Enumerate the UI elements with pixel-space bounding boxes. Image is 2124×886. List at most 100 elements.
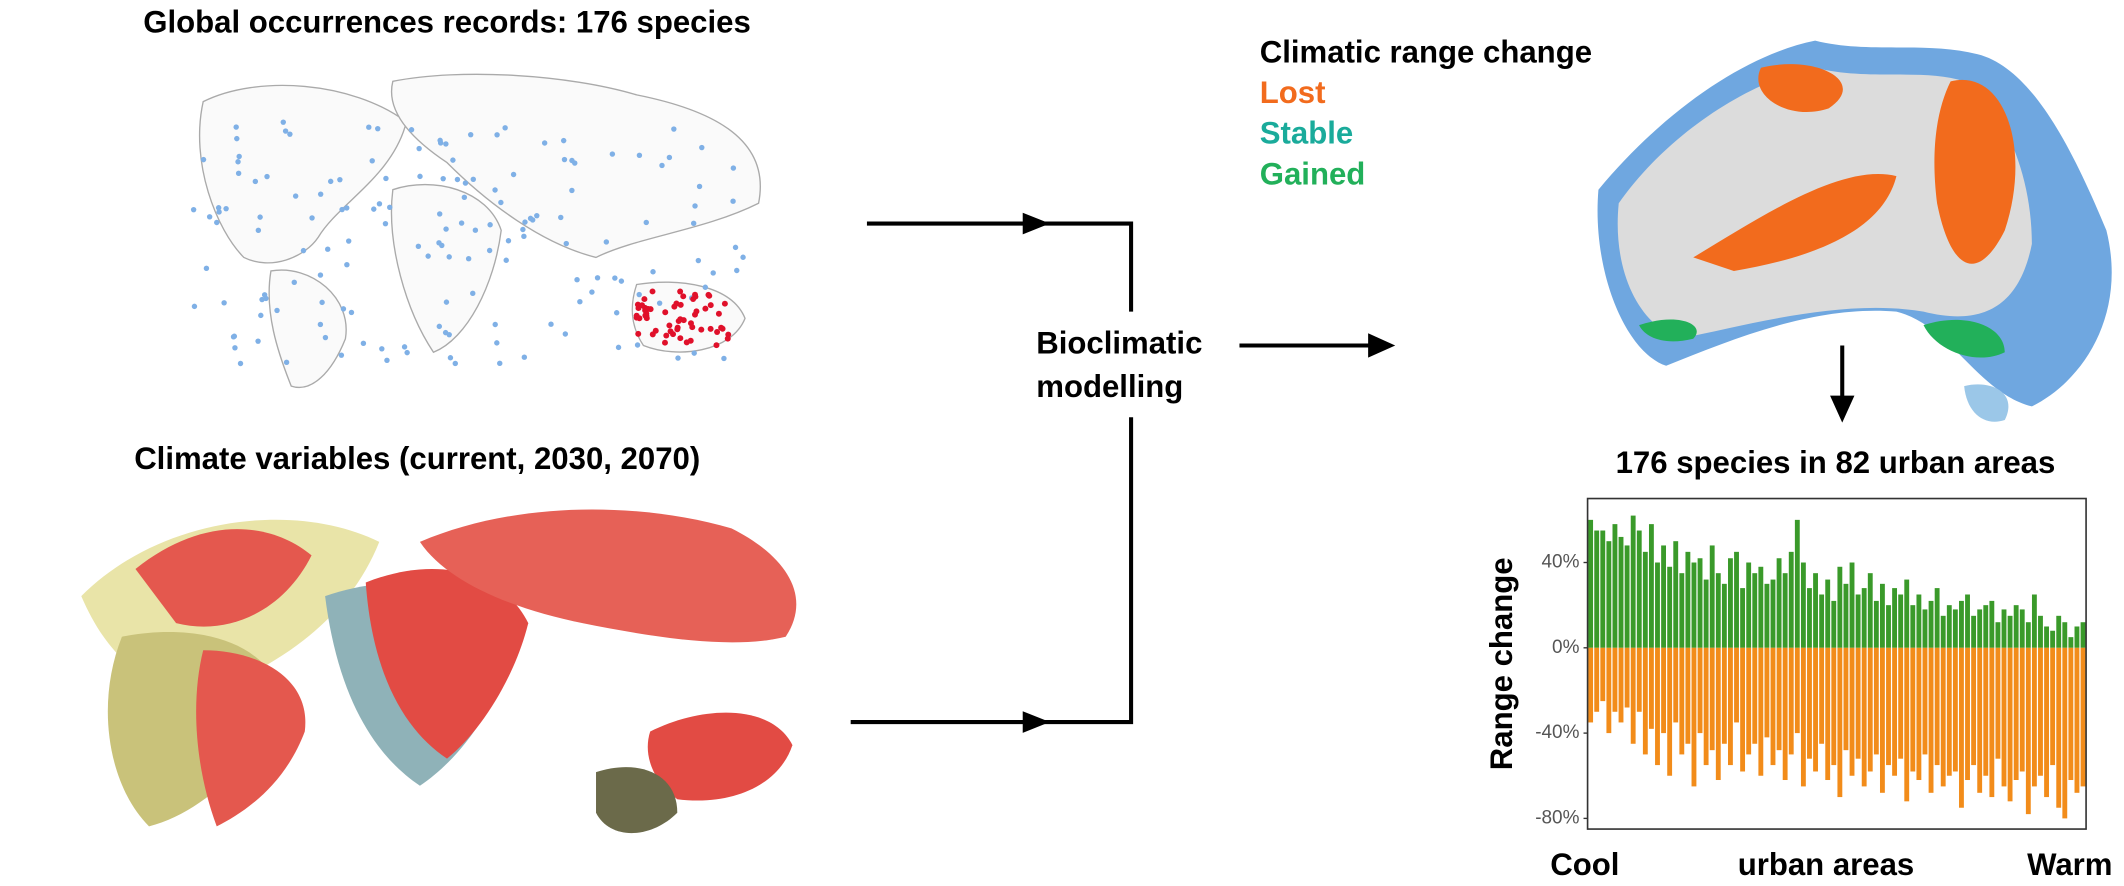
bar xyxy=(1746,647,1752,755)
dot xyxy=(215,205,222,211)
dot xyxy=(562,331,569,337)
dot xyxy=(707,325,714,332)
bar xyxy=(1794,647,1800,734)
dot xyxy=(233,124,239,130)
dot xyxy=(417,173,423,180)
bar xyxy=(1800,562,1806,648)
bar xyxy=(1983,605,1989,648)
dot xyxy=(454,176,461,183)
bar xyxy=(1983,647,1989,776)
bar xyxy=(1697,558,1703,648)
dot xyxy=(563,240,569,247)
dot xyxy=(462,180,469,186)
dot xyxy=(675,355,681,361)
bar xyxy=(1843,583,1849,648)
dot xyxy=(715,310,722,317)
dot xyxy=(200,156,207,163)
bar xyxy=(1904,647,1910,802)
dot xyxy=(452,360,458,367)
dot xyxy=(387,204,393,211)
dot xyxy=(327,178,334,185)
bar xyxy=(1740,588,1746,648)
bar xyxy=(1879,647,1885,793)
bar xyxy=(1588,519,1594,648)
dot xyxy=(375,125,381,132)
dot xyxy=(235,159,241,165)
dot xyxy=(656,300,663,306)
dot xyxy=(677,335,684,342)
bar xyxy=(1879,583,1885,648)
bar xyxy=(1946,605,1952,648)
dot xyxy=(680,293,687,300)
y-tick-label: -40% xyxy=(1535,722,1579,743)
dot xyxy=(510,171,517,178)
bar xyxy=(1940,647,1946,787)
dot xyxy=(639,302,646,309)
dot xyxy=(589,289,595,295)
bar xyxy=(1642,647,1648,755)
bar xyxy=(1813,573,1818,648)
dot xyxy=(503,257,509,263)
dot xyxy=(472,227,479,233)
dot xyxy=(492,321,498,328)
bar xyxy=(2025,622,2031,648)
bar xyxy=(2068,647,2074,781)
bar xyxy=(1734,647,1739,723)
bar xyxy=(1855,647,1861,759)
dot xyxy=(740,254,746,260)
dot xyxy=(505,238,512,244)
dot xyxy=(258,312,264,319)
dot xyxy=(494,340,500,346)
dot xyxy=(283,359,290,365)
dot xyxy=(252,178,259,185)
dot xyxy=(255,227,262,233)
bar xyxy=(2050,630,2056,648)
dot xyxy=(548,321,554,327)
bar xyxy=(1752,573,1758,648)
dot xyxy=(440,175,446,182)
dot xyxy=(702,305,709,312)
dot xyxy=(338,352,345,358)
dot xyxy=(214,219,220,226)
dot xyxy=(577,299,583,305)
dot xyxy=(382,220,389,227)
bar xyxy=(2056,615,2062,648)
bar xyxy=(1910,647,1916,772)
dot xyxy=(521,354,528,360)
dot xyxy=(732,244,739,251)
bar xyxy=(1721,647,1727,744)
dot xyxy=(404,349,410,356)
dot xyxy=(650,269,656,275)
bar xyxy=(1910,605,1916,648)
bar xyxy=(1636,647,1642,712)
bar xyxy=(2062,622,2068,648)
bar xyxy=(1667,566,1673,648)
dot xyxy=(450,157,456,163)
bar xyxy=(1898,594,1904,648)
bar xyxy=(1873,600,1879,648)
dot xyxy=(692,203,698,209)
dot xyxy=(561,156,568,163)
dot xyxy=(344,205,350,211)
dot xyxy=(317,321,324,328)
chart-title: 176 species in 82 urban areas xyxy=(1616,445,2056,480)
bar xyxy=(2031,594,2037,648)
bar xyxy=(1600,530,1606,648)
dot xyxy=(337,176,343,183)
dot xyxy=(366,124,372,130)
dot xyxy=(502,125,508,131)
bar xyxy=(2031,647,2037,787)
dot xyxy=(659,162,665,169)
dot xyxy=(612,275,618,281)
y-tick-label: 40% xyxy=(1542,552,1580,573)
dot xyxy=(696,183,703,190)
dot xyxy=(280,119,286,125)
bar xyxy=(1825,647,1831,781)
bar xyxy=(2080,622,2086,648)
bar xyxy=(1916,647,1922,781)
bar xyxy=(2025,647,2031,815)
dot xyxy=(634,342,641,348)
bar xyxy=(1667,647,1673,776)
plot-frame xyxy=(1586,497,2087,830)
